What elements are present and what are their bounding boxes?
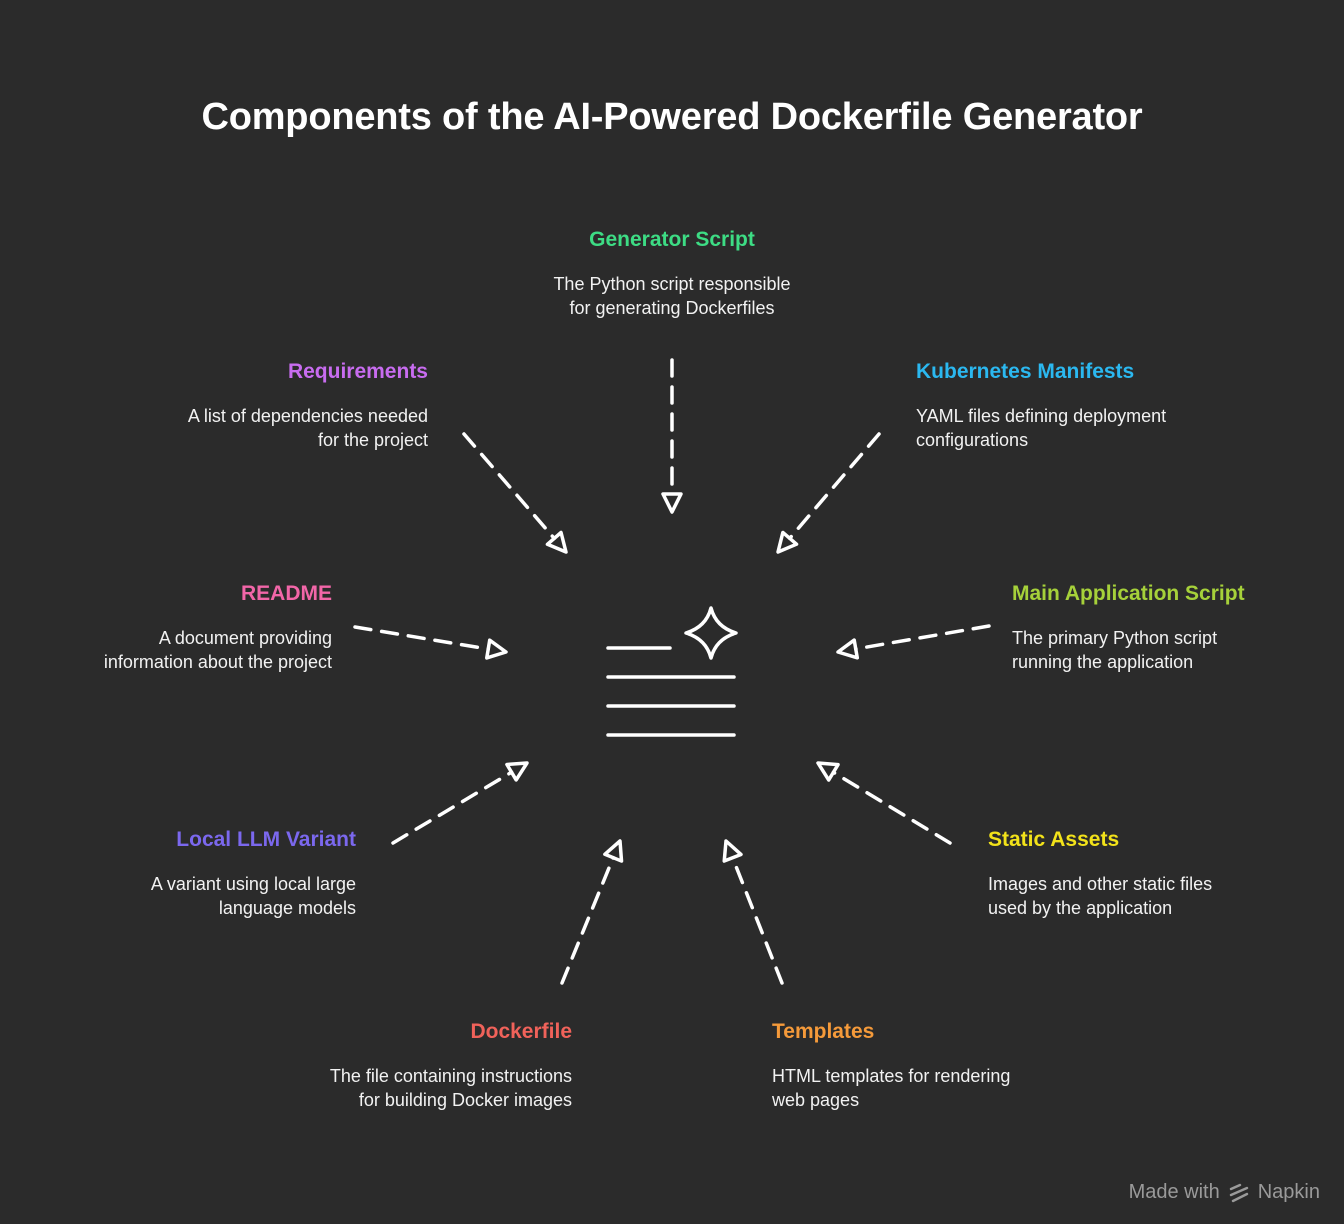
static-assets-description: Images and other static files used by th… bbox=[988, 874, 1213, 918]
requirements-description: A list of dependencies needed for the pr… bbox=[187, 406, 428, 450]
main-application-script-description: The primary Python script running the ap… bbox=[1012, 628, 1218, 672]
main-application-script-heading: Main Application Script bbox=[1012, 582, 1245, 605]
local-llm-variant-heading: Local LLM Variant bbox=[176, 828, 356, 851]
node-templates: Templates HTML templates for rendering w… bbox=[772, 1018, 1072, 1112]
dockerfile-heading: Dockerfile bbox=[470, 1020, 572, 1043]
arrow-templates bbox=[722, 839, 784, 985]
napkin-logo-icon bbox=[1229, 1183, 1248, 1202]
node-requirements: Requirements A list of dependencies need… bbox=[128, 358, 428, 452]
node-generator-script: Generator Script The Python script respo… bbox=[522, 226, 822, 320]
arrow-requirements bbox=[462, 432, 568, 554]
arrow-kubernetes-manifests bbox=[776, 432, 881, 554]
templates-description: HTML templates for rendering web pages bbox=[772, 1066, 1011, 1110]
node-local-llm-variant: Local LLM Variant A variant using local … bbox=[56, 826, 356, 920]
dockerfile-description: The file containing instructions for bui… bbox=[329, 1066, 572, 1110]
arrow-dockerfile bbox=[560, 839, 624, 985]
local-llm-variant-description: A variant using local large language mod… bbox=[150, 874, 356, 918]
node-readme: README A document providing information … bbox=[32, 580, 332, 674]
arrow-main-application-script bbox=[836, 624, 991, 660]
templates-heading: Templates bbox=[772, 1020, 875, 1043]
generator-script-description: The Python script responsible for genera… bbox=[553, 274, 791, 318]
arrow-static-assets bbox=[816, 761, 952, 845]
requirements-heading: Requirements bbox=[287, 360, 428, 383]
node-static-assets: Static Assets Images and other static fi… bbox=[988, 826, 1288, 920]
readme-description: A document providing information about t… bbox=[103, 628, 332, 672]
node-kubernetes-manifests: Kubernetes Manifests YAML files defining… bbox=[916, 358, 1236, 452]
kubernetes-manifests-heading: Kubernetes Manifests bbox=[916, 360, 1135, 383]
diagram-title: Components of the AI-Powered Dockerfile … bbox=[201, 96, 1143, 138]
arrow-readme bbox=[353, 625, 508, 660]
arrow-generator-script bbox=[661, 358, 683, 514]
readme-heading: README bbox=[240, 582, 332, 605]
node-main-application-script: Main Application Script The primary Pyth… bbox=[1012, 580, 1312, 674]
kubernetes-manifests-description: YAML files defining deployment configura… bbox=[916, 406, 1167, 450]
made-with-napkin-footer: Made with Napkin bbox=[1129, 1181, 1320, 1204]
generator-script-heading: Generator Script bbox=[589, 228, 755, 251]
static-assets-heading: Static Assets bbox=[988, 828, 1120, 851]
arrow-local-llm-variant bbox=[391, 761, 529, 845]
made-with-label: Made with bbox=[1128, 1181, 1220, 1203]
node-dockerfile: Dockerfile The file containing instructi… bbox=[252, 1018, 572, 1112]
napkin-brand-label: Napkin bbox=[1257, 1181, 1320, 1203]
document-sparkle-icon bbox=[606, 606, 738, 737]
